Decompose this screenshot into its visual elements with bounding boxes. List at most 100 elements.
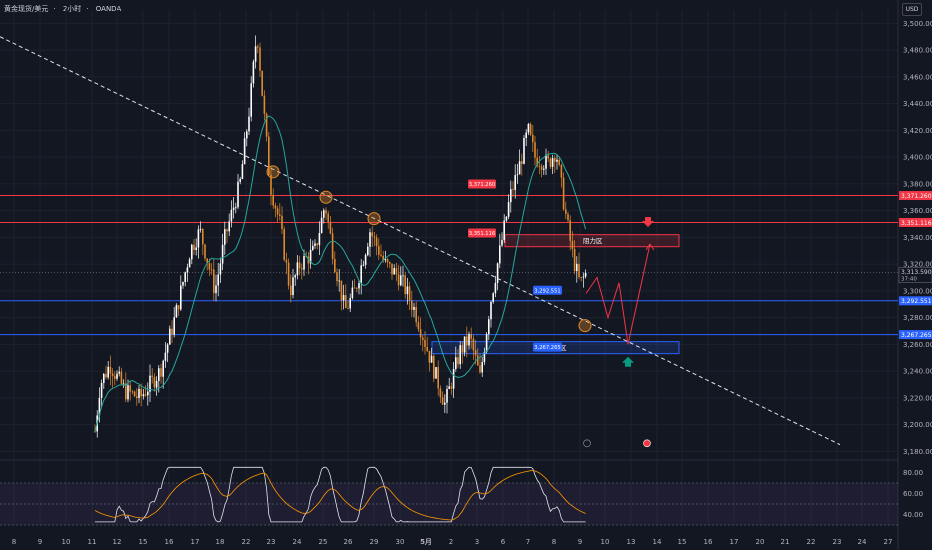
- resistance-tag-text: 3,351.116: [469, 231, 495, 237]
- rsi-tick-label: 40.00: [903, 511, 923, 519]
- candle-body: [290, 285, 292, 296]
- candle-body: [320, 217, 323, 233]
- candle-body: [393, 268, 395, 275]
- candle-body: [226, 229, 228, 232]
- candle-body: [457, 357, 459, 365]
- candle-body: [208, 263, 211, 270]
- candle-body: [166, 344, 169, 353]
- time-tick-label: 7: [526, 538, 530, 546]
- candle-body: [558, 159, 560, 165]
- time-tick-label: 17: [191, 538, 200, 546]
- candle-body: [375, 237, 378, 247]
- candle-body: [422, 337, 424, 340]
- price-tick-label: 3,420.000: [903, 127, 932, 135]
- price-tick-label: 3,340.000: [903, 234, 932, 242]
- candle-body: [556, 159, 558, 162]
- time-tick-label: 16: [165, 538, 174, 546]
- candle-body: [463, 336, 466, 353]
- current-price-label: [898, 267, 932, 283]
- candle-body: [224, 229, 226, 245]
- candle-body: [441, 397, 444, 405]
- currency-badge[interactable]: USD: [902, 3, 922, 16]
- candle-body: [303, 255, 305, 270]
- candle-body: [316, 243, 318, 246]
- support-axis-label: [899, 296, 932, 306]
- candle-body: [272, 194, 274, 206]
- support-axis-text: 3,292.551: [901, 298, 932, 305]
- candle-body: [373, 236, 376, 238]
- candle-body: [584, 272, 587, 277]
- candle-body: [573, 248, 576, 272]
- arrowhead-icon: [645, 243, 655, 251]
- candle-body: [446, 388, 448, 403]
- candle-body: [160, 368, 162, 377]
- candle-body: [314, 243, 316, 246]
- candle-body: [474, 350, 477, 356]
- candle-body: [171, 328, 173, 335]
- current-price-text: 3,313.590: [901, 269, 932, 276]
- flag-icon: [643, 439, 651, 448]
- candle-body: [235, 207, 237, 209]
- candle-body: [215, 285, 217, 294]
- candle-body: [210, 269, 213, 271]
- interval-label[interactable]: 2小时: [62, 5, 82, 13]
- time-tick-label: 10: [601, 538, 610, 546]
- time-tick-label: 17: [730, 538, 739, 546]
- support-axis-text: 3,267.265: [901, 332, 932, 339]
- symbol-name[interactable]: 黄金现货/美元: [4, 5, 49, 13]
- time-tick-label: 30: [396, 538, 405, 546]
- candle-body: [219, 263, 222, 275]
- price-tick-label: 3,240.000: [903, 368, 932, 376]
- moving-average-line: [94, 115, 587, 432]
- candle-body: [114, 376, 116, 379]
- rsi-pane: 80.00 60.00 40.00: [0, 466, 923, 526]
- candle-body: [406, 286, 409, 295]
- candle-body: [380, 254, 382, 256]
- candle-body: [94, 431, 96, 433]
- touch-point-circle: [319, 190, 333, 204]
- rsi-ma-line: [94, 470, 586, 521]
- candle-body: [129, 385, 131, 392]
- candle-body: [356, 288, 358, 290]
- candle-body: [338, 280, 340, 282]
- candle-body: [512, 189, 514, 190]
- candle-body: [580, 277, 582, 278]
- candle-body: [250, 83, 252, 117]
- price-tick-label: 3,500.000: [903, 20, 932, 28]
- candle-body: [439, 388, 442, 398]
- price-tick-label: 3,260.000: [903, 341, 932, 349]
- candle-body: [103, 373, 105, 383]
- time-tick-label: 15: [139, 538, 148, 546]
- candle-body: [560, 164, 563, 178]
- candle-body: [133, 391, 136, 397]
- candle-body: [549, 158, 552, 167]
- candle-body: [202, 229, 204, 245]
- candle-body: [301, 268, 303, 270]
- candle-body: [538, 165, 541, 167]
- resistance-axis-label: [899, 191, 932, 201]
- price-tick-label: 3,360.000: [903, 207, 932, 215]
- candle-body: [109, 366, 112, 374]
- time-tick-label: 8: [552, 538, 556, 546]
- candle-body: [230, 209, 233, 222]
- support-axis-label: [899, 330, 932, 340]
- touch-point-circle: [578, 319, 592, 333]
- candle-body: [151, 375, 153, 377]
- candle-body: [514, 175, 516, 190]
- candle-body: [395, 268, 398, 275]
- candle-body: [127, 385, 129, 400]
- rsi-line: [95, 466, 586, 523]
- touch-point-circle: [266, 165, 280, 179]
- candle-body: [369, 232, 371, 247]
- candle-body: [349, 298, 351, 309]
- candle-body: [325, 210, 327, 214]
- candle-body: [400, 275, 402, 286]
- resistance-axis-text: 3,371.260: [901, 193, 932, 200]
- candle-body: [116, 373, 118, 379]
- candle-body: [342, 295, 345, 301]
- time-tick-label: 8: [12, 538, 16, 546]
- candle-body: [367, 246, 369, 255]
- candle-body: [466, 336, 468, 346]
- candle-body: [576, 263, 578, 272]
